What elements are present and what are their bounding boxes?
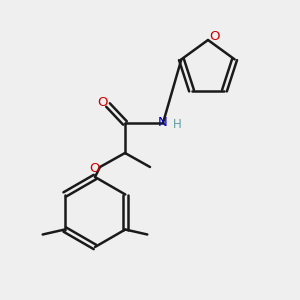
Text: O: O: [210, 29, 220, 43]
Text: O: O: [89, 161, 99, 175]
Text: H: H: [172, 118, 182, 130]
Text: O: O: [97, 95, 107, 109]
Text: N: N: [158, 116, 168, 130]
